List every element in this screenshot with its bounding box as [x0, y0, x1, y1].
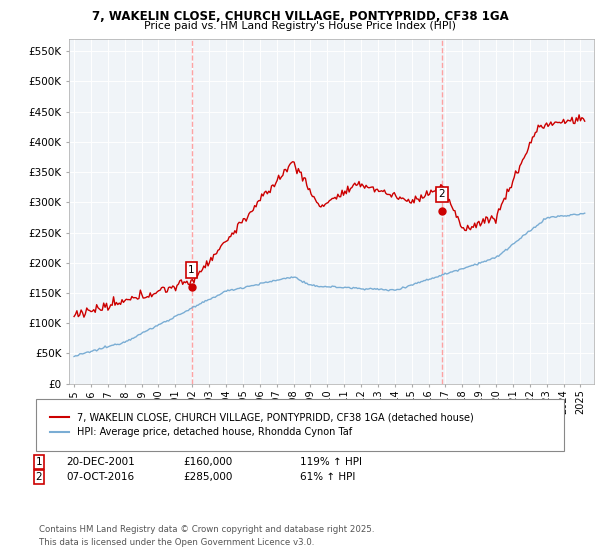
Text: 20-DEC-2001: 20-DEC-2001	[66, 457, 135, 467]
Text: 1: 1	[35, 457, 43, 467]
Text: 61% ↑ HPI: 61% ↑ HPI	[300, 472, 355, 482]
Text: 07-OCT-2016: 07-OCT-2016	[66, 472, 134, 482]
Text: £160,000: £160,000	[183, 457, 232, 467]
Text: £285,000: £285,000	[183, 472, 232, 482]
Text: This data is licensed under the Open Government Licence v3.0.: This data is licensed under the Open Gov…	[39, 538, 314, 547]
Text: 7, WAKELIN CLOSE, CHURCH VILLAGE, PONTYPRIDD, CF38 1GA: 7, WAKELIN CLOSE, CHURCH VILLAGE, PONTYP…	[92, 10, 508, 23]
Text: 1: 1	[188, 265, 195, 275]
Legend: 7, WAKELIN CLOSE, CHURCH VILLAGE, PONTYPRIDD, CF38 1GA (detached house), HPI: Av: 7, WAKELIN CLOSE, CHURCH VILLAGE, PONTYP…	[46, 409, 478, 441]
FancyBboxPatch shape	[36, 399, 564, 451]
Text: 2: 2	[35, 472, 43, 482]
Text: Contains HM Land Registry data © Crown copyright and database right 2025.: Contains HM Land Registry data © Crown c…	[39, 525, 374, 534]
Text: 119% ↑ HPI: 119% ↑ HPI	[300, 457, 362, 467]
Text: 2: 2	[439, 189, 445, 199]
Text: Price paid vs. HM Land Registry's House Price Index (HPI): Price paid vs. HM Land Registry's House …	[144, 21, 456, 31]
